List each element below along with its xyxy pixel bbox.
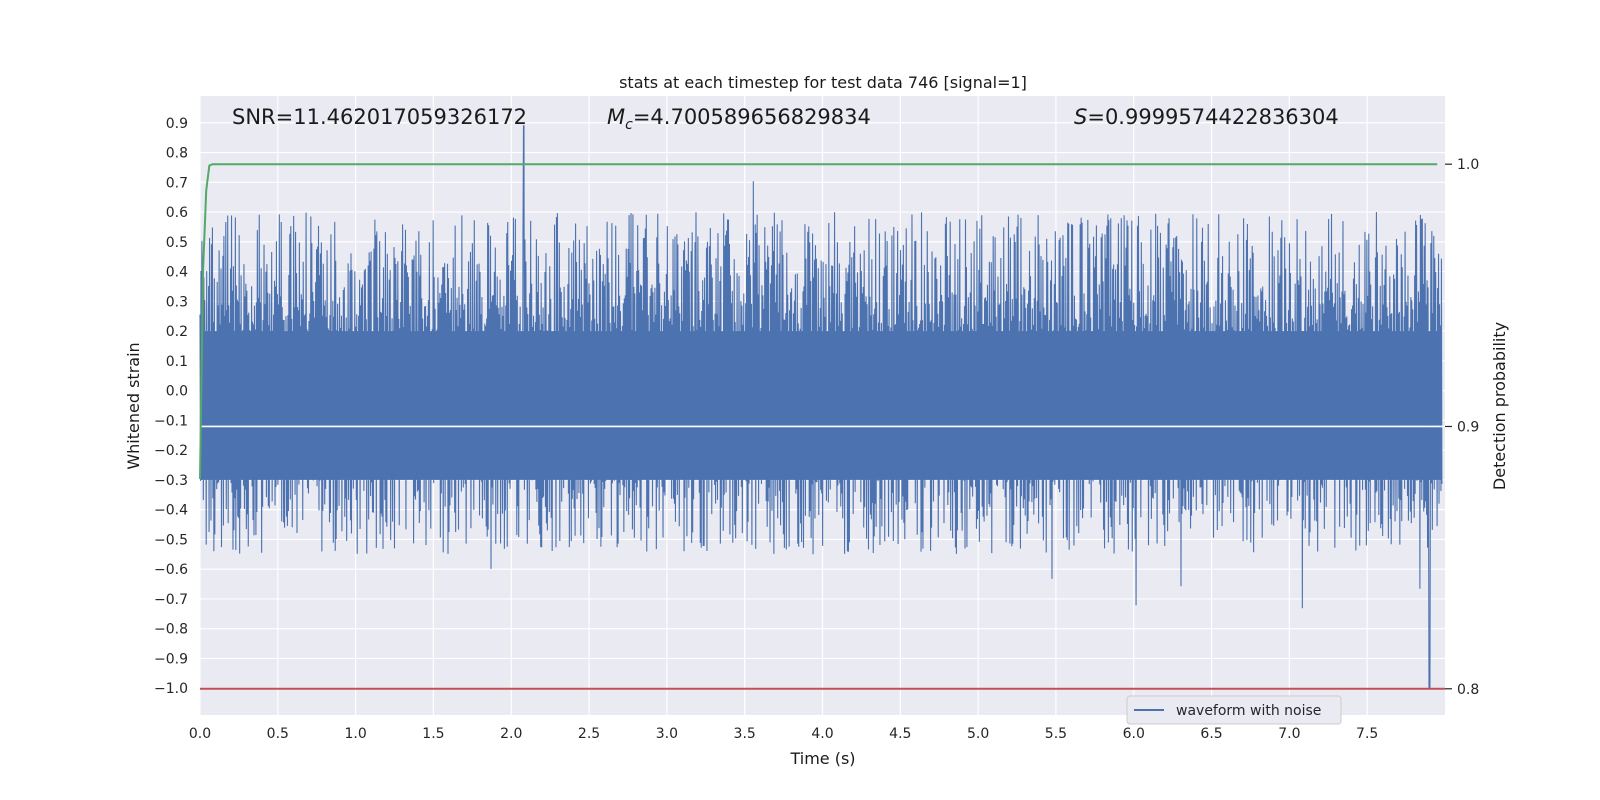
x-tick-label: 2.5 <box>578 726 600 742</box>
x-tick-label: 4.5 <box>889 726 911 742</box>
y-tick-label: 0.6 <box>166 205 188 221</box>
x-tick-label: 5.0 <box>967 726 989 742</box>
y-tick-label: −0.6 <box>154 562 188 578</box>
y2-tick-label: 0.9 <box>1457 419 1479 435</box>
y-tick-label: 0.9 <box>166 116 188 132</box>
left-axis-ticks: 0.9 0.8 0.7 0.6 0.5 0.4 0.3 0.2 0.1 0.0 −0.1 −0.2 −0… <box>154 116 188 697</box>
x-tick-label: 5.5 <box>1045 726 1067 742</box>
y-tick-label: −1.0 <box>154 681 188 697</box>
y-tick-label: 0.3 <box>166 294 188 310</box>
x-tick-label: 0.5 <box>267 726 289 742</box>
x-tick-label: 7.0 <box>1278 726 1300 742</box>
right-axis-ticks: 1.0 0.9 0.8 <box>1445 157 1479 698</box>
y-tick-label: 0.1 <box>166 354 188 370</box>
x-tick-label: 2.0 <box>500 726 522 742</box>
y2-axis-label: Detection probability <box>1490 322 1509 490</box>
y-tick-label: 0.4 <box>166 265 188 281</box>
legend-label-waveform: waveform with noise <box>1176 703 1321 719</box>
x-tick-label: 7.5 <box>1356 726 1378 742</box>
overlay-lines <box>199 163 1445 690</box>
statistic-value: =0.9999574422836304 <box>1087 105 1338 129</box>
y-tick-label: −0.3 <box>154 473 188 489</box>
chirp-mass-subscript: c <box>625 117 633 133</box>
detection-statistic-annotation: S=0.9999574422836304 <box>1074 105 1339 129</box>
x-tick-label: 4.0 <box>811 726 833 742</box>
x-tick-label: 3.0 <box>656 726 678 742</box>
y-tick-label: −0.4 <box>154 503 188 519</box>
x-tick-label: 3.5 <box>734 726 756 742</box>
y-tick-label: 0.8 <box>166 146 188 162</box>
y-tick-label: 0.7 <box>166 175 188 191</box>
detection-probability-line <box>199 163 1438 479</box>
waveform-series <box>199 125 1443 689</box>
y-tick-label: −0.1 <box>154 413 188 429</box>
y-tick-label: 0.0 <box>166 384 188 400</box>
y-tick-label: −0.2 <box>154 443 188 459</box>
x-tick-label: 0.0 <box>189 726 211 742</box>
y2-tick-label: 1.0 <box>1457 157 1479 173</box>
chart-title: stats at each timestep for test data 746… <box>619 73 1027 92</box>
y-tick-label: 0.2 <box>166 324 188 340</box>
chirp-mass-annotation: Mc=4.700589656829834 <box>607 105 871 133</box>
y-tick-label: −0.5 <box>154 532 188 548</box>
y-tick-label: −0.7 <box>154 592 188 608</box>
x-tick-label: 1.5 <box>422 726 444 742</box>
x-axis-label: Time (s) <box>789 749 855 768</box>
statistic-symbol: S <box>1074 105 1087 129</box>
x-tick-label: 1.0 <box>344 726 366 742</box>
y-tick-label: −0.8 <box>154 622 188 638</box>
x-tick-label: 6.0 <box>1123 726 1145 742</box>
y-tick-label: −0.9 <box>154 651 188 667</box>
chirp-mass-symbol: M <box>607 105 625 129</box>
waveform-line <box>199 125 1443 689</box>
legend-box <box>1126 695 1342 725</box>
snr-annotation: SNR=11.462017059326172 <box>232 105 527 129</box>
x-tick-label: 6.5 <box>1200 726 1222 742</box>
y-tick-label: 0.5 <box>166 235 188 251</box>
legend: waveform with noise <box>1126 695 1342 725</box>
x-axis-ticks: 0.0 0.5 1.0 1.5 2.0 2.5 3.0 3.5 4.0 4.5 5.0 5.5 6.0 6… <box>189 726 1378 742</box>
y2-tick-label: 0.8 <box>1457 682 1479 698</box>
chirp-mass-value: =4.700589656829834 <box>633 105 871 129</box>
y-axis-label: Whitened strain <box>124 342 143 469</box>
